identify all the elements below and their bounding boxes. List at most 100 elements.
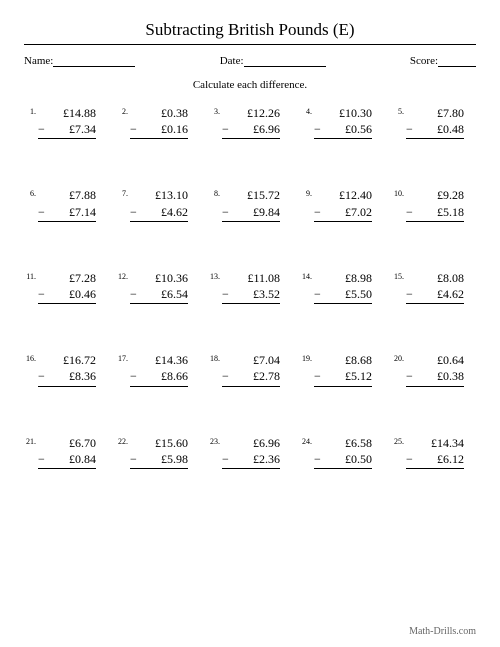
subtrahend: £0.50: [345, 451, 372, 467]
name-field: Name:: [24, 55, 135, 67]
problem-body: £12.26−£6.96: [222, 105, 280, 139]
minuend: £6.70: [69, 435, 96, 451]
problem: 25.£14.34−£6.12: [392, 435, 476, 469]
problem-rule: [38, 386, 96, 387]
page-title: Subtracting British Pounds (E): [24, 20, 476, 40]
problem-body: £7.28−£0.46: [38, 270, 96, 304]
minus-sign: −: [406, 204, 417, 220]
problem-body: £9.28 − £5.18: [406, 187, 464, 221]
problem-body: £15.60− £5.98: [130, 435, 188, 469]
minuend: £9.28: [437, 187, 464, 203]
subtrahend: £6.96: [253, 121, 280, 137]
problem: 9.£12.40−£7.02: [300, 187, 384, 221]
subtrahend-row: − £8.66: [130, 368, 188, 384]
score-label: Score:: [410, 55, 438, 67]
subtrahend: £8.66: [161, 368, 188, 384]
minuend: £15.60: [155, 435, 188, 451]
problem-number: 14.: [300, 270, 312, 281]
problem-rule: [130, 468, 188, 469]
minus-sign: −: [130, 451, 141, 467]
problem: 16.£16.72−£8.36: [24, 352, 108, 386]
subtrahend: £5.18: [437, 204, 464, 220]
subtrahend: £0.46: [69, 286, 96, 302]
problem-number: 15.: [392, 270, 404, 281]
subtrahend: £0.38: [437, 368, 464, 384]
minus-sign: −: [38, 204, 49, 220]
problem-rule: [130, 221, 188, 222]
problem-body: £6.70−£0.84: [38, 435, 96, 469]
problem-number: 24.: [300, 435, 312, 446]
minuend: £15.72: [247, 187, 280, 203]
subtrahend-row: −£0.46: [38, 286, 96, 302]
problem-rule: [222, 138, 280, 139]
problem-rule: [406, 138, 464, 139]
minuend: £13.10: [155, 187, 188, 203]
minuend: £7.28: [69, 270, 96, 286]
minuend: £8.98: [345, 270, 372, 286]
subtrahend: £4.62: [161, 204, 188, 220]
subtrahend-row: − £5.98: [130, 451, 188, 467]
problem: 12.£10.36−£6.54: [116, 270, 200, 304]
minus-sign: −: [130, 204, 141, 220]
minus-sign: −: [406, 286, 417, 302]
name-blank[interactable]: [53, 55, 135, 67]
score-blank[interactable]: [438, 55, 476, 67]
meta-row: Name: Date: Score:: [24, 55, 476, 67]
problem-number: 23.: [208, 435, 220, 446]
subtrahend-row: −£4.62: [406, 286, 464, 302]
problem: 15.£8.08−£4.62: [392, 270, 476, 304]
problem: 23.£6.96−£2.36: [208, 435, 292, 469]
problem-number: 9.: [300, 187, 312, 198]
problem-body: £15.72−£9.84: [222, 187, 280, 221]
problem: 19.£8.68−£5.12: [300, 352, 384, 386]
subtrahend-row: −£7.02: [314, 204, 372, 220]
problem-number: 4.: [300, 105, 312, 116]
subtrahend-row: −£0.48: [406, 121, 464, 137]
problem-number: 8.: [208, 187, 220, 198]
minuend: £16.72: [63, 352, 96, 368]
problem-body: £10.30−£0.56: [314, 105, 372, 139]
problem-rule: [38, 138, 96, 139]
subtrahend-row: −£5.12: [314, 368, 372, 384]
problem: 11.£7.28−£0.46: [24, 270, 108, 304]
minuend: £8.68: [345, 352, 372, 368]
problem-rule: [406, 386, 464, 387]
problem-rule: [314, 303, 372, 304]
minuend: £14.36: [155, 352, 188, 368]
problem-body: £14.36− £8.66: [130, 352, 188, 386]
problem-rule: [38, 468, 96, 469]
problem-number: 3.: [208, 105, 220, 116]
problem: 22.£15.60−£5.98: [116, 435, 200, 469]
problem-number: 2.: [116, 105, 128, 116]
minus-sign: −: [314, 204, 325, 220]
subtrahend: £0.56: [345, 121, 372, 137]
subtrahend: £5.98: [161, 451, 188, 467]
problem-number: 20.: [392, 352, 404, 363]
problem-rule: [222, 386, 280, 387]
problem: 4.£10.30−£0.56: [300, 105, 384, 139]
problem-number: 7.: [116, 187, 128, 198]
date-field: Date:: [220, 55, 326, 67]
title-rule: [24, 44, 476, 45]
problems-grid: 1.£14.88−£7.342.£0.38−£0.163.£12.26−£6.9…: [24, 105, 476, 469]
minus-sign: −: [38, 121, 49, 137]
problem-number: 17.: [116, 352, 128, 363]
minuend: £7.04: [253, 352, 280, 368]
minus-sign: −: [130, 368, 141, 384]
problem: 17. £14.36− £8.66: [116, 352, 200, 386]
problem-body: £8.08−£4.62: [406, 270, 464, 304]
problem-body: £6.96−£2.36: [222, 435, 280, 469]
problem-body: £8.68−£5.12: [314, 352, 372, 386]
problem: 8.£15.72−£9.84: [208, 187, 292, 221]
subtrahend: £5.50: [345, 286, 372, 302]
problem: 3.£12.26−£6.96: [208, 105, 292, 139]
problem-body: £0.38−£0.16: [130, 105, 188, 139]
score-field: Score:: [410, 55, 476, 67]
problem-rule: [38, 221, 96, 222]
minus-sign: −: [222, 451, 233, 467]
subtrahend-row: −£6.12: [406, 451, 464, 467]
problem: 20.£0.64−£0.38: [392, 352, 476, 386]
problem-rule: [222, 303, 280, 304]
date-blank[interactable]: [244, 55, 326, 67]
minus-sign: −: [222, 368, 233, 384]
